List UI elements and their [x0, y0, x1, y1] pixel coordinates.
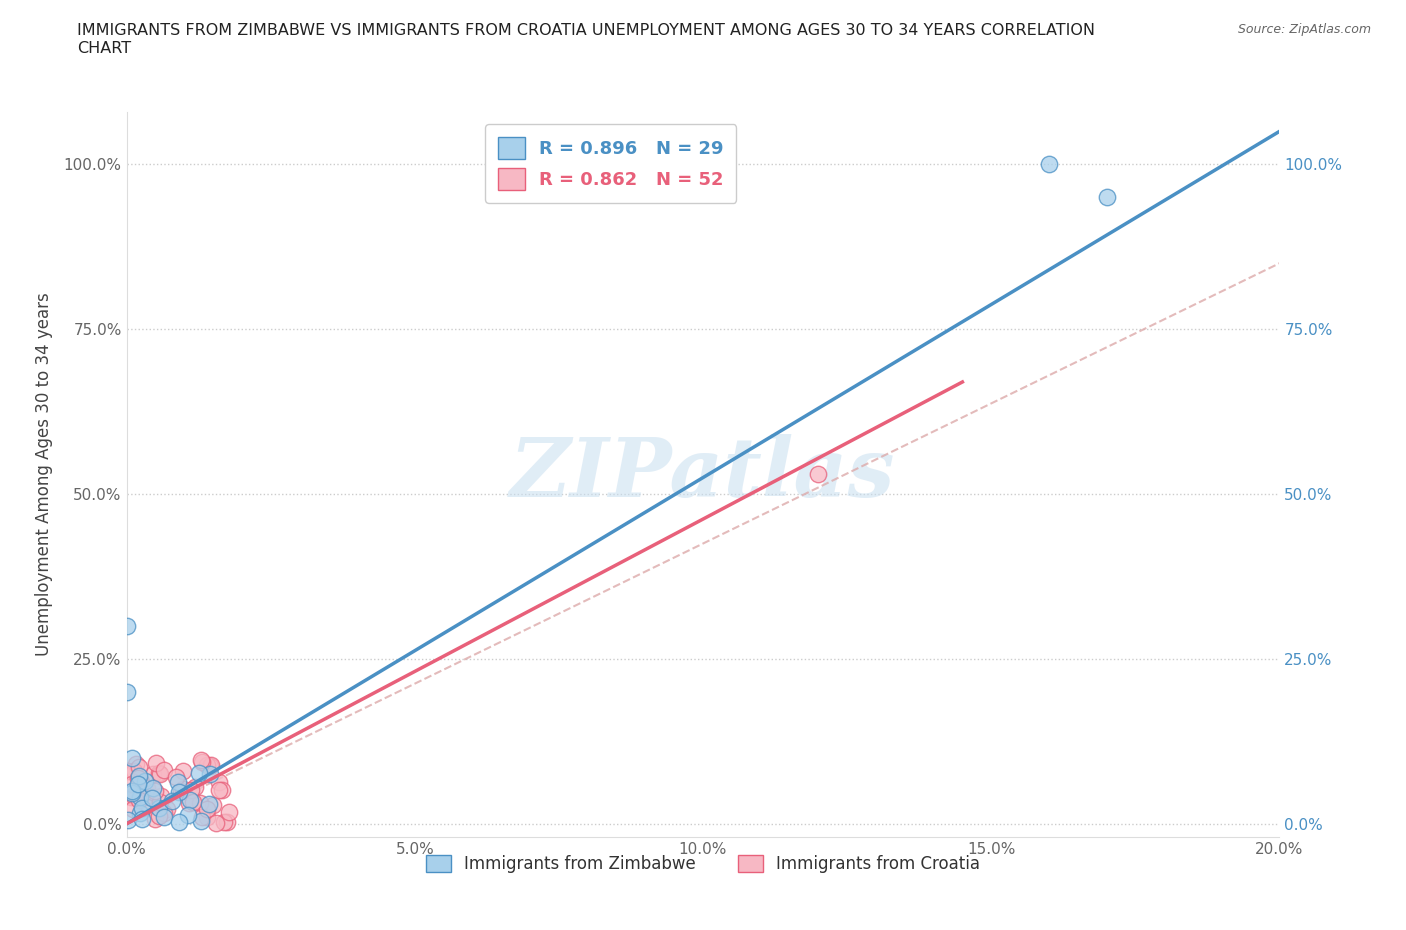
Point: [1095, 190, 1118, 205]
Point: [149, 789, 172, 804]
Point: [195, 758, 218, 773]
Point: [122, 789, 145, 804]
Point: [148, 765, 170, 780]
Point: [131, 811, 153, 826]
Point: [195, 802, 218, 817]
Point: [120, 790, 142, 804]
Point: [121, 785, 143, 800]
Point: [200, 766, 222, 781]
Point: [128, 760, 150, 775]
Point: [184, 779, 207, 794]
Point: [124, 764, 146, 778]
Point: [165, 770, 187, 785]
Point: [169, 815, 191, 830]
Point: [149, 766, 172, 781]
Point: [115, 684, 138, 699]
Point: [127, 770, 149, 785]
Point: [152, 763, 174, 777]
Point: [200, 757, 222, 772]
Point: [180, 783, 202, 798]
Text: IMMIGRANTS FROM ZIMBABWE VS IMMIGRANTS FROM CROATIA UNEMPLOYMENT AMONG AGES 30 T: IMMIGRANTS FROM ZIMBABWE VS IMMIGRANTS F…: [77, 23, 1095, 56]
Point: [152, 805, 174, 820]
Text: Source: ZipAtlas.com: Source: ZipAtlas.com: [1237, 23, 1371, 36]
Point: [125, 756, 148, 771]
Point: [141, 790, 163, 805]
Point: [190, 814, 212, 829]
Point: [187, 765, 209, 780]
Point: [153, 810, 176, 825]
Point: [149, 794, 172, 809]
Point: [207, 782, 229, 797]
Point: [218, 804, 240, 819]
Point: [190, 752, 212, 767]
Point: [172, 764, 194, 778]
Point: [122, 802, 145, 817]
Point: [129, 790, 152, 804]
Point: [160, 793, 183, 808]
Point: [128, 768, 150, 783]
Point: [135, 789, 157, 804]
Point: [148, 801, 170, 816]
Point: [217, 815, 239, 830]
Point: [177, 807, 200, 822]
Point: [131, 801, 153, 816]
Point: [134, 774, 156, 789]
Point: [145, 783, 166, 798]
Point: [211, 783, 233, 798]
Point: [117, 813, 139, 828]
Point: [1038, 157, 1060, 172]
Point: [205, 816, 228, 830]
Point: [129, 775, 152, 790]
Legend: Immigrants from Zimbabwe, Immigrants from Croatia: Immigrants from Zimbabwe, Immigrants fro…: [419, 848, 987, 880]
Point: [156, 802, 179, 817]
Point: [172, 782, 194, 797]
Point: [145, 755, 167, 770]
Point: [143, 811, 166, 826]
Point: [181, 795, 204, 810]
Text: ZIPatlas: ZIPatlas: [510, 434, 896, 514]
Point: [191, 754, 214, 769]
Point: [177, 796, 200, 811]
Point: [167, 784, 190, 799]
Point: [142, 766, 165, 781]
Point: [128, 792, 150, 807]
Point: [179, 792, 201, 807]
Point: [167, 775, 190, 790]
Point: [135, 800, 157, 815]
Point: [127, 777, 149, 791]
Point: [121, 777, 143, 791]
Point: [115, 764, 138, 778]
Point: [191, 809, 214, 824]
Point: [148, 808, 170, 823]
Point: [142, 780, 165, 795]
Point: [169, 784, 191, 799]
Point: [201, 797, 224, 812]
Point: [188, 795, 211, 810]
Point: [115, 618, 138, 633]
Point: [121, 783, 143, 798]
Point: [208, 775, 231, 790]
Point: [195, 809, 218, 824]
Point: [129, 805, 152, 820]
Point: [121, 751, 143, 765]
Point: [212, 815, 235, 830]
Y-axis label: Unemployment Among Ages 30 to 34 years: Unemployment Among Ages 30 to 34 years: [35, 292, 52, 657]
Point: [807, 467, 830, 482]
Point: [136, 781, 159, 796]
Point: [198, 759, 221, 774]
Point: [197, 797, 219, 812]
